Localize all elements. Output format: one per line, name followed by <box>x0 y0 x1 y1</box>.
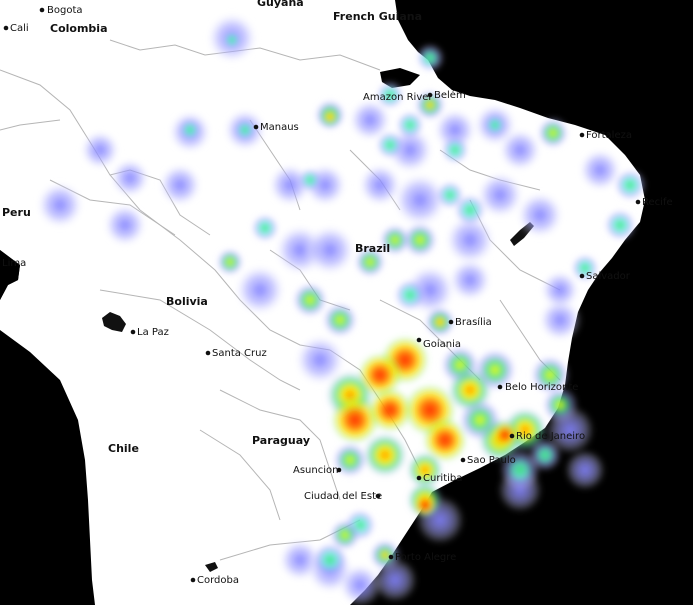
heatmap-layer <box>36 12 646 605</box>
lake-cordoba <box>205 562 218 572</box>
city-dot-cali <box>3 25 9 31</box>
city-recife: Recife <box>642 197 673 208</box>
city-fortaleza: Fortaleza <box>586 130 632 141</box>
city-cali: Cali <box>10 23 29 34</box>
city-dot-rio <box>509 433 515 439</box>
city-dot-santa-cruz <box>205 350 211 356</box>
city-santa-cruz: Santa Cruz <box>212 348 267 359</box>
city-ciudad-del-este: Ciudad del Este <box>304 491 382 502</box>
city-sao-paulo: Sao Paulo <box>467 455 516 466</box>
city-belem: Belém <box>434 89 466 101</box>
city-dot-fortaleza <box>579 132 585 138</box>
city-dot-salvador <box>579 273 585 279</box>
city-lima: Lima <box>2 258 26 269</box>
city-brasilia: Brasília <box>455 316 492 328</box>
city-salvador: Salvador <box>586 271 631 282</box>
city-dot-brasilia <box>448 319 454 325</box>
city-dot-cordoba <box>190 577 196 583</box>
city-dot-porto-alegre <box>388 554 394 560</box>
city-goiania: Goiania <box>423 339 461 350</box>
city-belo-horizonte: Belo Horizonte <box>505 382 578 393</box>
label-paraguay: Paraguay <box>252 434 310 447</box>
label-brazil: Brazil <box>355 242 390 255</box>
city-dot-belo-horizonte <box>497 384 503 390</box>
city-la-paz: La Paz <box>137 327 169 338</box>
label-bolivia: Bolivia <box>166 295 208 308</box>
label-guyana: Guyana <box>257 0 304 9</box>
label-french-guiana: French Guiana <box>333 10 422 23</box>
city-dot-sao-paulo <box>460 457 466 463</box>
city-manaus: Manaus <box>260 122 299 133</box>
city-cordoba: Cordoba <box>197 575 239 586</box>
lake-titicaca <box>102 312 126 332</box>
label-peru: Peru <box>2 206 31 219</box>
city-dot-manaus <box>253 124 259 130</box>
city-dot-belem <box>427 92 433 98</box>
city-dot-recife <box>635 199 641 205</box>
city-dot-curitiba <box>416 475 422 481</box>
city-dot-ciudad-del-este <box>375 493 381 499</box>
pacific-ocean-south <box>0 330 95 605</box>
pacific-ocean <box>0 250 20 300</box>
label-amazon-river: Amazon River <box>363 92 433 103</box>
city-curitiba: Curitiba <box>423 473 462 484</box>
city-rio: Rio de Janeiro <box>516 431 585 442</box>
city-dot-goiania <box>416 337 422 343</box>
label-colombia: Colombia <box>50 22 108 35</box>
city-porto-alegre: Porto Alegre <box>395 552 456 563</box>
city-asuncion: Asuncion <box>293 465 338 476</box>
city-dot-asuncion <box>336 467 342 473</box>
city-dot-la-paz <box>130 329 136 335</box>
label-chile: Chile <box>108 442 139 455</box>
city-bogota: Bogota <box>47 5 83 16</box>
city-dot-bogota <box>39 7 45 13</box>
